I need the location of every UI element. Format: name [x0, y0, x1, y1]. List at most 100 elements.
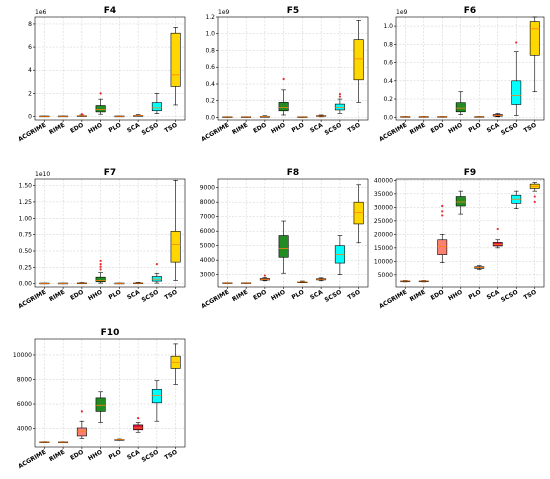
- outlier-point: [533, 200, 536, 204]
- box-hho: [95, 391, 106, 423]
- box-body: [151, 389, 162, 404]
- y-tick-label: 5000: [200, 243, 215, 250]
- box-body: [353, 201, 364, 225]
- box-hho: [95, 259, 106, 284]
- x-tick-label: SCA: [126, 448, 141, 461]
- box-acgrime: [400, 116, 411, 118]
- x-tick-label: HHO: [447, 289, 464, 303]
- box-scso: [151, 93, 162, 114]
- box-body: [95, 105, 106, 113]
- box-rime: [58, 115, 69, 118]
- y-tick-label: 5000: [378, 272, 393, 279]
- x-tick-label: SCA: [126, 288, 141, 301]
- y-tick-label: 15000: [374, 245, 393, 252]
- y-tick-label: 0: [28, 114, 32, 121]
- y-tick-label: 30000: [374, 204, 393, 211]
- y-tick-label: 0.0: [383, 114, 393, 121]
- x-tick-label: SCSO: [141, 122, 160, 137]
- y-tick-label: 10000: [374, 258, 393, 265]
- box-sca: [492, 227, 503, 249]
- y-tick-label: 3000: [200, 272, 215, 279]
- box-body: [455, 196, 466, 207]
- box-edo: [76, 410, 87, 439]
- x-tick-label: EDO: [252, 289, 268, 302]
- box-rime: [241, 282, 252, 284]
- box-tso: [353, 184, 364, 244]
- panel-title: F9: [464, 168, 476, 178]
- x-tick-label: PLO: [108, 289, 123, 302]
- y-tick-label: 6000: [17, 401, 32, 408]
- box-plo: [114, 282, 125, 285]
- box-body: [353, 39, 364, 81]
- x-tick-label: TSO: [346, 122, 361, 135]
- x-tick-label: EDO: [69, 122, 85, 135]
- box-body: [437, 239, 448, 255]
- y-tick-label: 8: [28, 21, 32, 28]
- panel-title: F7: [104, 168, 116, 178]
- x-tick-label: RIME: [231, 122, 249, 137]
- x-tick-label: ACGRIME: [200, 122, 230, 144]
- axis-multiplier: 1e9: [218, 9, 230, 16]
- x-tick-label: SCA: [126, 121, 141, 134]
- x-tick-label: RIME: [409, 122, 427, 137]
- axes-frame: [34, 338, 186, 448]
- box-body: [170, 231, 181, 263]
- y-tick-label: 40000: [374, 177, 393, 184]
- y-tick-label: 0.4: [205, 81, 215, 88]
- x-tick-label: ACGRIME: [200, 289, 230, 311]
- box-hho: [278, 220, 289, 274]
- box-tso: [170, 180, 181, 281]
- outlier-point: [99, 268, 102, 271]
- y-tick-label: 4000: [200, 257, 215, 264]
- box-sca: [133, 114, 144, 117]
- box-body: [334, 103, 345, 111]
- x-tick-label: RIME: [48, 449, 66, 464]
- box-tso: [353, 20, 364, 103]
- axes-frame: [217, 16, 369, 121]
- x-tick-label: SCSO: [500, 289, 519, 304]
- y-tick-label: 0.75: [19, 232, 33, 239]
- x-tick-label: PLO: [467, 289, 482, 302]
- x-tick-label: SCSO: [141, 289, 160, 304]
- box-scso: [151, 380, 162, 422]
- x-tick-label: EDO: [429, 289, 445, 302]
- outlier-point: [441, 210, 444, 213]
- box-plo: [114, 438, 125, 441]
- y-tick-label: 0.4: [383, 78, 393, 85]
- y-tick-label: 6: [28, 44, 32, 51]
- y-tick-label: 0.8: [383, 41, 393, 48]
- box-rime: [418, 116, 429, 118]
- axes-frame: [395, 16, 545, 121]
- box-acgrime: [222, 282, 233, 284]
- x-tick-label: PLO: [291, 122, 306, 135]
- y-tick-label: 1.2: [205, 14, 215, 21]
- x-tick-label: SCA: [486, 288, 501, 301]
- x-tick-label: EDO: [69, 449, 85, 462]
- box-rime: [58, 441, 69, 444]
- box-tso: [170, 343, 181, 385]
- axis-multiplier: 1e6: [35, 9, 47, 16]
- x-tick-label: RIME: [409, 289, 427, 304]
- box-body: [170, 32, 181, 87]
- box-edo: [437, 116, 448, 118]
- x-tick-label: EDO: [429, 122, 445, 135]
- x-tick-label: HHO: [87, 122, 104, 136]
- y-tick-label: 0.2: [205, 98, 215, 105]
- outlier-point: [80, 410, 83, 413]
- outlier-point: [263, 274, 266, 277]
- x-tick-label: SCSO: [141, 449, 160, 464]
- box-body: [511, 80, 522, 105]
- x-tick-label: TSO: [346, 289, 361, 302]
- x-tick-label: TSO: [523, 289, 538, 302]
- box-body: [133, 424, 144, 431]
- x-tick-label: ACGRIME: [17, 122, 47, 144]
- box-body: [151, 102, 162, 112]
- box-hho: [278, 77, 289, 116]
- outlier-point: [515, 41, 518, 44]
- axis-multiplier: 1e9: [396, 9, 408, 16]
- x-tick-label: PLO: [467, 122, 482, 135]
- x-tick-label: SCA: [486, 121, 501, 134]
- box-tso: [529, 182, 540, 204]
- y-tick-label: 0.50: [19, 248, 33, 255]
